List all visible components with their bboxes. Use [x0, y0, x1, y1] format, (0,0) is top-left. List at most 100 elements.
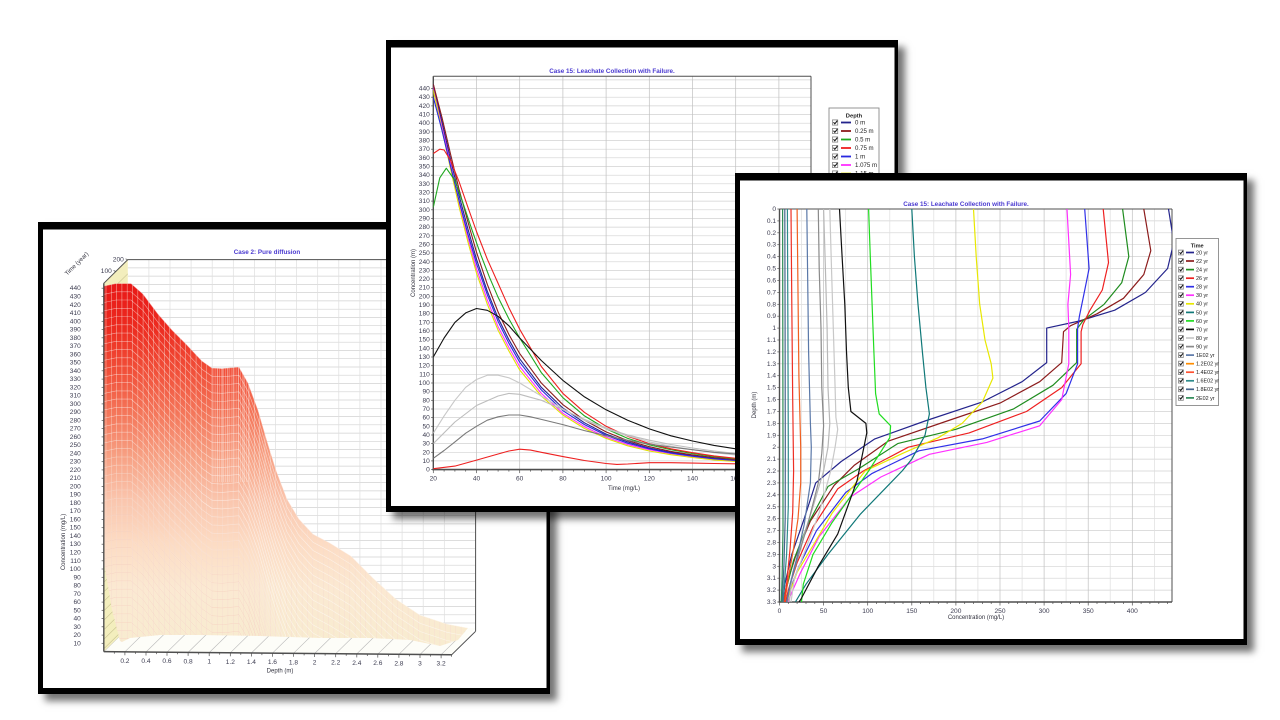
svg-text:290: 290	[419, 216, 430, 223]
svg-text:170: 170	[70, 508, 81, 515]
svg-text:20 yr: 20 yr	[1196, 250, 1208, 256]
svg-text:80: 80	[422, 397, 430, 404]
svg-text:100: 100	[419, 380, 430, 387]
svg-text:190: 190	[419, 302, 430, 309]
svg-text:1.2: 1.2	[226, 659, 235, 666]
svg-text:380: 380	[419, 138, 430, 145]
svg-text:440: 440	[419, 86, 430, 93]
svg-text:10: 10	[73, 640, 81, 647]
svg-text:320: 320	[70, 384, 81, 391]
svg-text:140: 140	[419, 345, 430, 352]
svg-text:260: 260	[419, 241, 430, 248]
svg-text:20: 20	[430, 476, 438, 483]
svg-text:1 m: 1 m	[855, 154, 865, 161]
svg-text:390: 390	[419, 129, 430, 136]
svg-text:60: 60	[422, 415, 430, 422]
svg-text:100: 100	[70, 566, 81, 573]
svg-text:210: 210	[419, 285, 430, 292]
svg-text:410: 410	[70, 310, 81, 317]
svg-text:100: 100	[601, 476, 612, 483]
svg-text:130: 130	[419, 354, 430, 361]
svg-text:70: 70	[73, 591, 81, 598]
svg-text:120: 120	[644, 476, 655, 483]
svg-text:1.075 m: 1.075 m	[855, 162, 877, 169]
svg-text:26 yr: 26 yr	[1196, 276, 1208, 282]
svg-text:160: 160	[419, 328, 430, 335]
svg-text:2.1: 2.1	[767, 456, 776, 463]
svg-text:200: 200	[70, 483, 81, 490]
svg-text:0.75 m: 0.75 m	[855, 145, 874, 152]
svg-text:0: 0	[772, 206, 776, 213]
svg-text:1.4E02 yr: 1.4E02 yr	[1196, 370, 1219, 376]
svg-text:400: 400	[1127, 608, 1138, 615]
svg-text:360: 360	[70, 351, 81, 358]
svg-text:3.2: 3.2	[767, 587, 776, 594]
svg-text:Time (mg/L): Time (mg/L)	[608, 486, 640, 492]
svg-text:350: 350	[419, 164, 430, 171]
svg-text:2.6: 2.6	[373, 660, 382, 667]
svg-text:0.2: 0.2	[120, 658, 129, 665]
svg-text:180: 180	[70, 500, 81, 507]
svg-text:40: 40	[473, 476, 481, 483]
svg-text:290: 290	[70, 409, 81, 416]
svg-text:2.6: 2.6	[767, 516, 776, 523]
svg-text:160: 160	[70, 517, 81, 524]
svg-text:140: 140	[687, 476, 698, 483]
svg-text:28 yr: 28 yr	[1196, 285, 1208, 291]
svg-text:320: 320	[419, 190, 430, 197]
svg-text:280: 280	[70, 417, 81, 424]
svg-text:300: 300	[70, 401, 81, 408]
svg-text:80: 80	[559, 476, 567, 483]
svg-text:120: 120	[419, 363, 430, 370]
svg-text:40: 40	[73, 616, 81, 623]
svg-text:1.8: 1.8	[289, 659, 298, 666]
svg-text:20: 20	[422, 449, 430, 456]
svg-text:80: 80	[73, 583, 81, 590]
svg-text:Case 2: Pure diffusion: Case 2: Pure diffusion	[234, 249, 301, 256]
svg-text:230: 230	[419, 267, 430, 274]
svg-text:60: 60	[73, 599, 81, 606]
svg-text:0.5 m: 0.5 m	[855, 137, 870, 144]
svg-text:1.8E02 yr: 1.8E02 yr	[1196, 387, 1219, 393]
svg-text:Time: Time	[1191, 244, 1204, 250]
svg-text:370: 370	[419, 146, 430, 153]
svg-text:0.25 m: 0.25 m	[855, 128, 874, 135]
svg-text:Concentration (mg/L): Concentration (mg/L)	[61, 514, 67, 570]
svg-text:1.4: 1.4	[247, 659, 256, 666]
svg-text:1.4: 1.4	[767, 373, 776, 380]
svg-text:1: 1	[772, 325, 776, 332]
svg-text:180: 180	[419, 311, 430, 318]
svg-text:240: 240	[419, 259, 430, 266]
svg-text:220: 220	[70, 467, 81, 474]
svg-text:Concentration (m): Concentration (m)	[411, 249, 417, 297]
svg-text:1.7: 1.7	[767, 409, 776, 416]
svg-text:2.8: 2.8	[767, 540, 776, 547]
svg-text:0: 0	[778, 608, 782, 615]
svg-text:1.2: 1.2	[767, 349, 776, 356]
svg-text:3: 3	[418, 661, 422, 668]
svg-text:250: 250	[419, 250, 430, 257]
svg-text:100: 100	[862, 608, 873, 615]
svg-text:140: 140	[70, 533, 81, 540]
svg-text:420: 420	[70, 302, 81, 309]
svg-text:1.8: 1.8	[767, 420, 776, 427]
svg-text:0 m: 0 m	[855, 120, 865, 127]
svg-text:390: 390	[70, 327, 81, 334]
svg-text:220: 220	[419, 276, 430, 283]
svg-text:1.3: 1.3	[767, 361, 776, 368]
svg-text:0.1: 0.1	[767, 218, 776, 225]
svg-text:270: 270	[419, 233, 430, 240]
svg-text:200: 200	[950, 608, 961, 615]
svg-text:350: 350	[1083, 608, 1094, 615]
svg-text:330: 330	[419, 181, 430, 188]
svg-text:80 yr: 80 yr	[1196, 336, 1208, 342]
svg-text:2.5: 2.5	[767, 504, 776, 511]
svg-text:300: 300	[1039, 608, 1050, 615]
svg-text:130: 130	[70, 541, 81, 548]
svg-text:190: 190	[70, 492, 81, 499]
svg-text:Depth (m): Depth (m)	[752, 392, 758, 419]
svg-text:410: 410	[419, 112, 430, 119]
svg-text:1E02 yr: 1E02 yr	[1196, 353, 1215, 359]
svg-text:440: 440	[70, 285, 81, 292]
svg-text:3: 3	[772, 563, 776, 570]
